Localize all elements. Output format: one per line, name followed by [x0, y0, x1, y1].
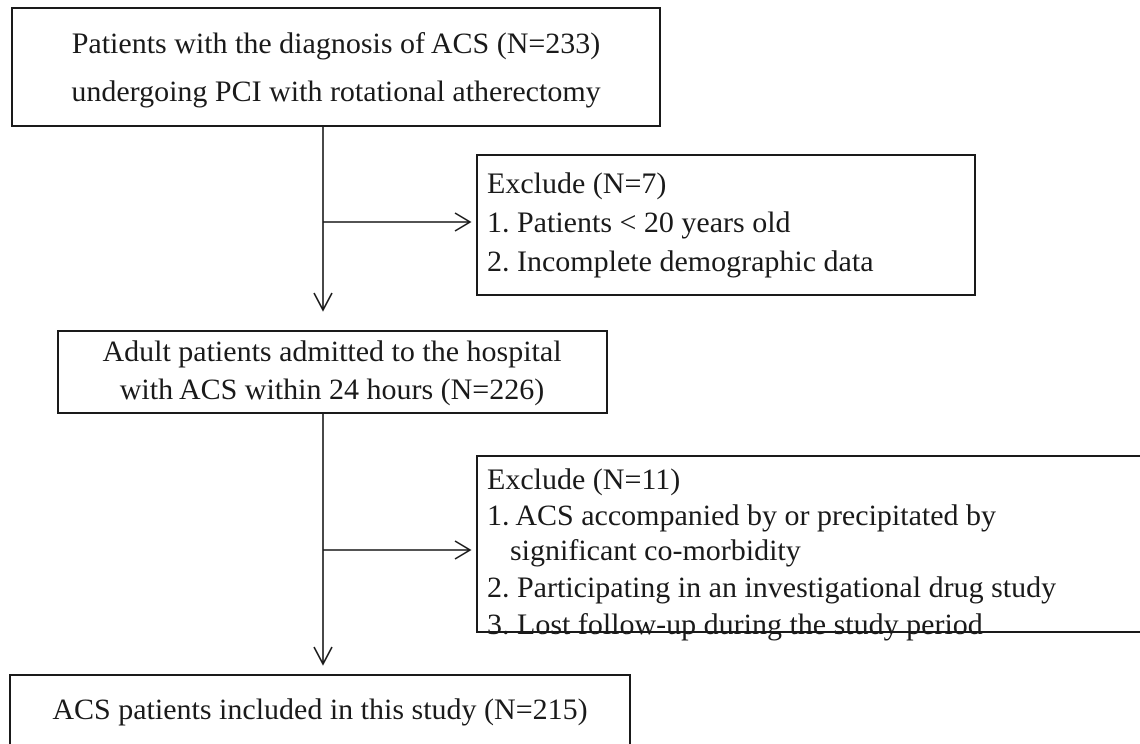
arrowhead [454, 212, 472, 232]
box-text: undergoing PCI with rotational atherecto… [71, 75, 600, 108]
box-text: Patients with the diagnosis of ACS (N=23… [72, 27, 601, 60]
box-text: with ACS within 24 hours (N=226) [120, 373, 544, 406]
arrowhead [454, 540, 472, 560]
box-text: 1. Patients < 20 years old [487, 206, 791, 239]
exclusion-box [476, 154, 976, 296]
box [9, 674, 631, 744]
box-text: Exclude (N=11) [487, 463, 680, 496]
exclusion-box [476, 455, 1140, 633]
box-text: significant co-morbidity [510, 534, 801, 567]
box-text: Exclude (N=7) [487, 167, 666, 200]
box-text: 3. Lost follow-up during the study perio… [487, 608, 983, 641]
box-text: Adult patients admitted to the hospital [102, 335, 561, 368]
box-text: 1. ACS accompanied by or precipitated by [487, 499, 996, 532]
arrowhead [313, 292, 333, 312]
box [57, 330, 608, 414]
box [11, 7, 661, 127]
box-text: ACS patients included in this study (N=2… [52, 693, 587, 726]
arrowhead [313, 646, 333, 666]
box-text: 2. Incomplete demographic data [487, 245, 874, 278]
box-text: 2. Participating in an investigational d… [487, 571, 1056, 604]
